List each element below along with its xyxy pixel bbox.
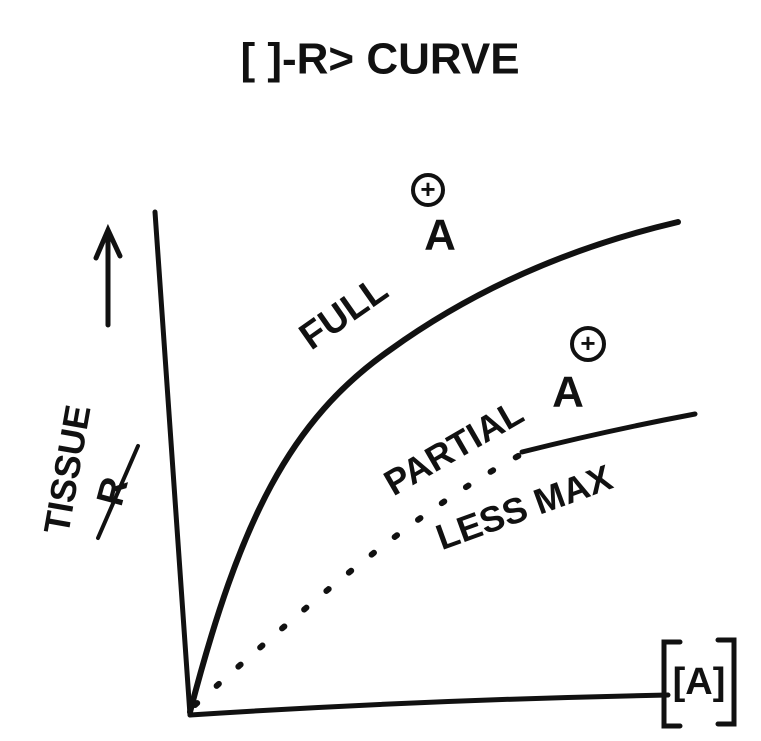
agonist-sign: + [420, 174, 435, 204]
y-axis [152, 209, 193, 718]
sign-circle [570, 326, 606, 362]
x-axis [187, 692, 671, 718]
curve-label: FULL [292, 268, 396, 358]
x-axis-label: [A] [673, 661, 726, 703]
full-curve [187, 219, 681, 715]
partial-curve-dashed [192, 452, 523, 708]
bracket [661, 637, 737, 729]
curve-label: PARTIAL [377, 391, 530, 503]
y-axis-label: TISSUE [36, 402, 99, 537]
strike [96, 444, 140, 540]
agonist-sign: + [580, 328, 595, 358]
partial-curve [519, 411, 698, 455]
sign-circle [411, 173, 445, 207]
agonist-label: A [424, 211, 456, 260]
agonist-label: A [552, 368, 584, 417]
up-arrow [93, 223, 123, 328]
title: [ ]-R> CURVE [240, 35, 519, 84]
curve-note: LESS MAX [431, 456, 618, 557]
